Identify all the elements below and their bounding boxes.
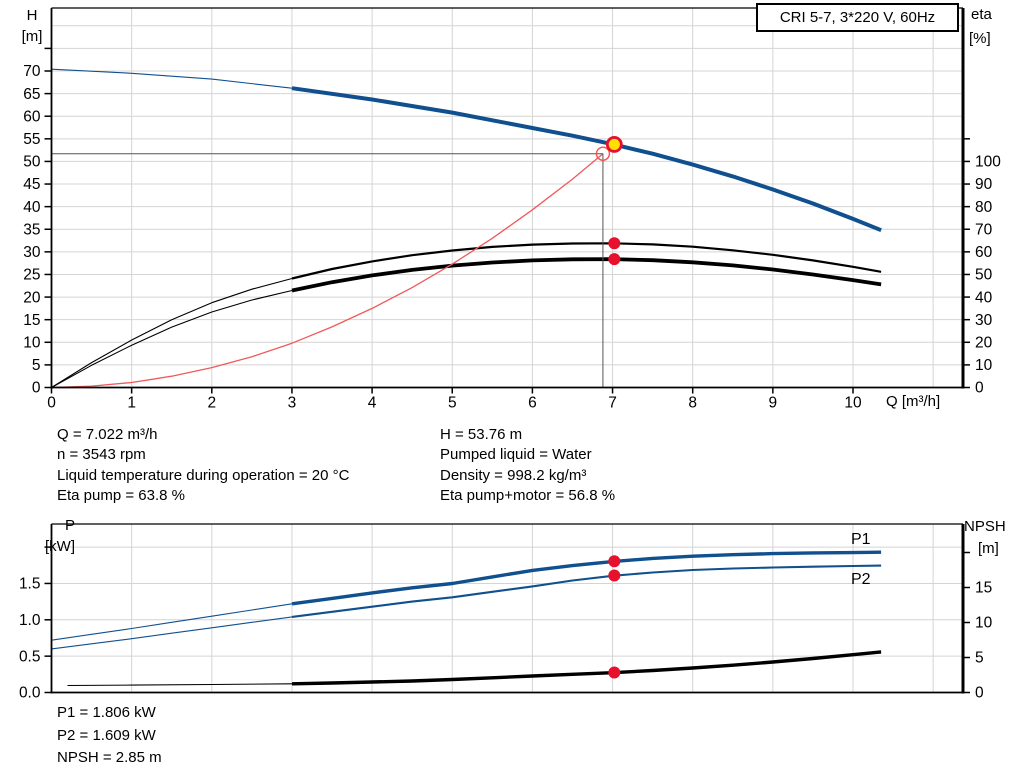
left-tick-label: 15 [23, 312, 40, 329]
chart-0: 0510152025303540455055606570010203040506… [23, 7, 1001, 412]
duty-info-right: H = 53.76 m Pumped liquid = Water Densit… [440, 425, 615, 507]
info-line-density: Density = 998.2 kg/m³ [440, 466, 587, 484]
P2-curve [291, 564, 882, 618]
x-tick-label: 1 [127, 395, 136, 412]
right-tick-label: 20 [975, 334, 993, 351]
right-tick-label: 0 [975, 380, 984, 397]
value-dot-marker [608, 253, 621, 266]
x-tick-label: 4 [368, 395, 377, 412]
info-line-eta: Eta pump = 63.8 % [57, 487, 185, 505]
info-line-n: n = 3543 rpm [57, 446, 146, 464]
x-tick-label: 0 [47, 395, 56, 412]
right-tick-label: 70 [975, 221, 993, 238]
right-axis-title-npsh: NPSH [964, 518, 1006, 535]
eta-pump-curve [291, 242, 882, 280]
x-tick-label: 8 [688, 395, 697, 412]
left-tick-label: 20 [23, 289, 41, 306]
left-tick-label: 0.5 [19, 648, 41, 665]
left-tick-label: 0 [32, 380, 41, 397]
P1-curve [51, 603, 293, 641]
right-axis-unit-pct: [%] [969, 30, 991, 47]
info-line-liquid: Pumped liquid = Water [440, 446, 592, 464]
info-line-eta-tot: Eta pump+motor = 56.8 % [440, 487, 616, 505]
x-tick-label: 7 [608, 395, 617, 412]
eta-pump-motor-curve [291, 257, 882, 293]
rated-duty-point-circle [595, 146, 611, 161]
value-dot-marker [608, 237, 621, 250]
left-tick-label: 40 [23, 199, 41, 216]
curve-label-p2: P2 [851, 571, 871, 588]
x-tick-label: 5 [448, 395, 457, 412]
x-axis-title-q: Q [m³/h] [886, 393, 941, 410]
x-tick-label: 3 [288, 395, 297, 412]
info-line-p2: P2 = 1.609 kW [57, 726, 156, 744]
left-axis-title-h: H [26, 7, 38, 24]
x-tick-label: 6 [528, 395, 537, 412]
value-dot-marker [608, 555, 621, 568]
right-tick-label: 40 [975, 289, 993, 306]
left-tick-label: 1.5 [19, 576, 41, 593]
left-tick-label: 55 [23, 131, 40, 148]
eta-pump-motor-curve [51, 289, 293, 388]
info-line-temp: Liquid temperature during operation = 20… [57, 466, 350, 484]
right-tick-label: 80 [975, 199, 993, 216]
left-tick-label: 30 [23, 244, 41, 261]
left-tick-label: 25 [23, 267, 40, 284]
left-axis-unit-kw: [kW] [45, 538, 75, 555]
left-axis-title-p: P [64, 517, 75, 534]
left-tick-label: 5 [32, 357, 41, 374]
left-axis-unit-m: [m] [21, 28, 43, 45]
H-curve [51, 68, 293, 89]
value-dot-marker [608, 666, 621, 679]
right-tick-label: 50 [975, 267, 993, 284]
left-tick-label: 0.0 [19, 685, 41, 702]
duty-point-marker[interactable] [605, 136, 623, 153]
system-curve-curve [51, 153, 604, 389]
info-line-p1: P1 = 1.806 kW [57, 704, 156, 721]
right-tick-label: 100 [975, 154, 1001, 171]
chart-1: 0.0 0.5 1.0 1.5 0 5 10 15 [19, 523, 993, 702]
left-tick-label: 70 [23, 63, 41, 80]
x-tick-label: 10 [844, 395, 862, 412]
P1-curve [291, 550, 882, 606]
right-tick-label: 10 [975, 615, 993, 632]
left-tick-label: 60 [23, 108, 41, 125]
right-tick-label: 15 [975, 580, 992, 597]
right-tick-label: 30 [975, 312, 993, 329]
left-tick-label: 35 [23, 221, 40, 238]
right-tick-label: 0 [975, 685, 984, 702]
left-tick-label: 45 [23, 176, 40, 193]
info-line-h: H = 53.76 m [440, 426, 523, 443]
value-dot-marker [608, 569, 621, 582]
right-tick-label: 60 [975, 244, 993, 261]
right-tick-label: 90 [975, 176, 993, 193]
x-tick-label: 2 [207, 395, 216, 412]
left-tick-label: 65 [23, 86, 40, 103]
curve-label-p1: P1 [851, 531, 871, 548]
right-axis-unit-m: [m] [978, 540, 999, 557]
P2-curve [51, 616, 293, 650]
left-tick-label: 10 [23, 334, 41, 351]
left-tick-label: 1.0 [19, 612, 41, 629]
H-curve [291, 86, 882, 233]
power-info: P1 = 1.806 kW P2 = 1.609 kW NPSH = 2.85 … [57, 702, 162, 770]
pump-title-box: CRI 5-7, 3*220 V, 60Hz [756, 3, 959, 32]
NPSH-curve [291, 650, 882, 686]
info-line-npsh: NPSH = 2.85 m [57, 749, 162, 767]
NPSH-curve [67, 683, 293, 687]
right-tick-label: 5 [975, 650, 984, 667]
right-axis-title-eta: eta [971, 6, 992, 23]
duty-info-left: Q = 7.022 m³/h n = 3543 rpm Liquid tempe… [57, 425, 349, 507]
left-tick-label: 50 [23, 154, 41, 171]
x-tick-label: 9 [769, 395, 778, 412]
right-tick-label: 10 [975, 357, 993, 374]
eta-pump-curve [51, 277, 293, 388]
info-line-q: Q = 7.022 m³/h [57, 426, 158, 443]
